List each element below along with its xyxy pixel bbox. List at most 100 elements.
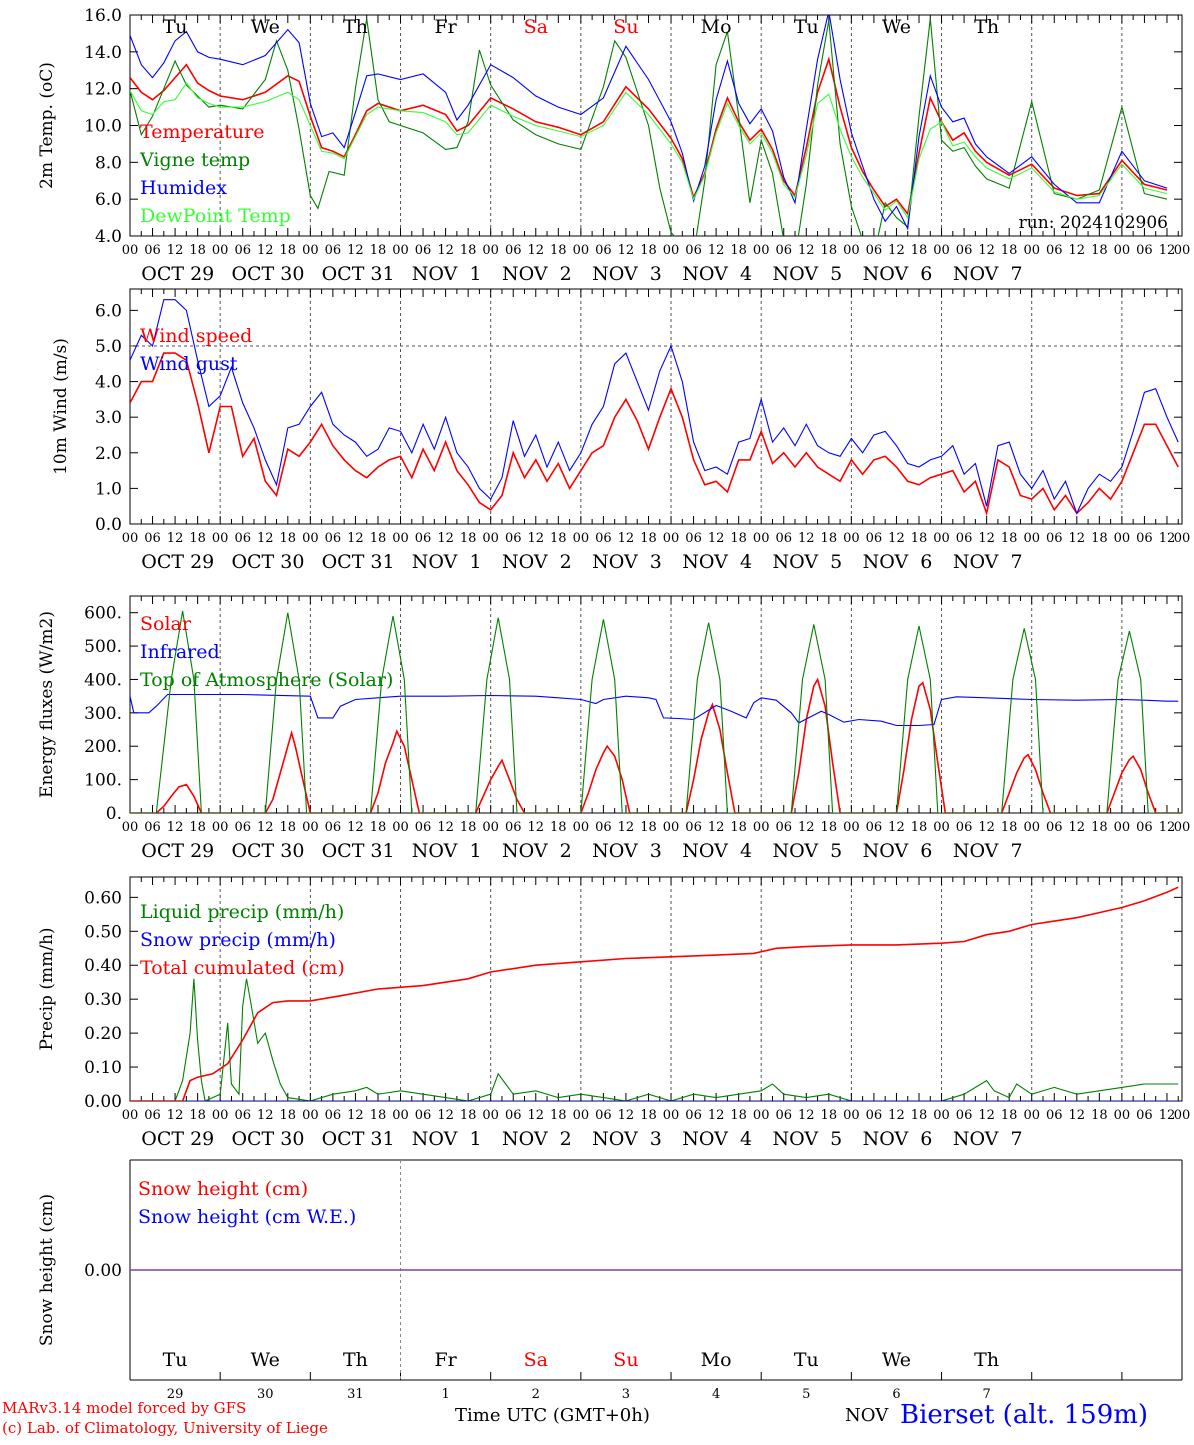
legend-entry: Vigne temp [139,149,250,171]
hour-tick-label: 06 [505,820,522,835]
hour-tick-label: 06 [775,820,792,835]
y-tick-label: 4.0 [95,373,122,393]
hour-tick-label: 12 [1159,820,1176,835]
weekday-label: We [882,16,911,38]
hour-tick-label: 18 [370,820,387,835]
y-tick-label: 0.20 [84,1024,122,1044]
series-line-wind-gust [130,299,1179,515]
hour-tick-label: 12 [257,820,274,835]
date-label: NOV 3 [592,551,662,573]
hour-tick-label: 12 [1159,243,1176,258]
date-label: NOV 6 [863,551,933,573]
hour-tick-label: 06 [1136,531,1153,546]
y-axis-title: Energy fluxes (W/m2) [37,611,57,798]
hour-tick-label: 18 [730,820,747,835]
hour-tick-label: 18 [1091,1108,1108,1123]
hour-tick-label: 18 [280,243,297,258]
weekday-label: Sa [524,1349,548,1371]
weekday-label: Tu [794,1349,819,1371]
hour-tick-label: 12 [437,531,454,546]
weekday-label: Tu [163,16,188,38]
hour-tick-label: 00 [482,243,499,258]
hour-tick-label: 00 [753,243,770,258]
y-tick-label: 0.0 [95,515,122,535]
legend-entry: DewPoint Temp [140,205,291,227]
hour-tick-label: 06 [325,820,342,835]
legend-entry: Temperature [140,121,264,143]
hour-tick-label: 06 [595,531,612,546]
hour-tick-label: 12 [167,531,184,546]
hour-tick-label: 00 [302,820,319,835]
hour-tick-label: 06 [415,243,432,258]
hour-tick-label: 00 [573,531,590,546]
date-label: NOV 4 [682,263,752,285]
hour-tick-label: 06 [144,1108,161,1123]
hour-tick-label: 00 [302,1108,319,1123]
hour-tick-label: 12 [437,243,454,258]
hour-tick-label: 06 [144,820,161,835]
date-label: NOV 4 [682,551,752,573]
date-label: NOV 7 [953,840,1023,862]
date-label: OCT 31 [322,1128,395,1150]
hour-tick-label: 12 [527,1108,544,1123]
day-number-label: 2 [532,1387,540,1402]
hour-tick-label: 12 [708,820,725,835]
date-label: NOV 6 [863,263,933,285]
date-label: NOV 1 [412,840,482,862]
hour-tick-label: 12 [978,820,995,835]
weekday-label: We [251,16,280,38]
date-label: NOV 1 [412,1128,482,1150]
hour-tick-label: 12 [437,1108,454,1123]
date-label: OCT 30 [231,551,304,573]
hour-tick-label: 12 [888,820,905,835]
hour-tick-label: 18 [911,1108,928,1123]
hour-tick-label: 06 [685,243,702,258]
y-tick-label: 2.0 [95,444,122,464]
y-axis-title: Precip (mm/h) [37,927,57,1050]
hour-tick-label: 18 [911,243,928,258]
date-label: NOV 6 [863,1128,933,1150]
date-label: OCT 29 [141,263,214,285]
y-tick-label: 300. [84,704,122,724]
hour-tick-label: 00 [1114,1108,1131,1123]
hour-tick-label: 12 [527,531,544,546]
hour-tick-label: 06 [956,820,973,835]
hour-tick-label: 00 [392,243,409,258]
hour-tick-label: 06 [415,820,432,835]
series-line-total-cumulated-cm- [130,886,1179,1101]
hour-tick-label: 06 [595,243,612,258]
hour-tick-label: 12 [618,820,635,835]
day-number-label: 5 [802,1387,810,1402]
hour-tick-label: 06 [595,1108,612,1123]
hour-tick-label: 12 [1069,243,1086,258]
hour-tick-label: 12 [167,243,184,258]
date-label: NOV 2 [502,1128,572,1150]
hour-tick-label: 12 [347,531,364,546]
hour-tick-label: 18 [370,243,387,258]
hour-tick-label: 12 [708,531,725,546]
weekday-label: Su [613,1349,638,1371]
legend-entry: Top of Atmosphere (Solar) [140,669,393,691]
hour-tick-label: 06 [234,243,251,258]
hour-tick-label: 12 [1069,1108,1086,1123]
hour-tick-label: 18 [550,531,567,546]
hour-tick-label: 00 [573,1108,590,1123]
hour-tick-label: 00 [1174,1108,1191,1123]
hour-tick-label: 06 [144,243,161,258]
hour-tick-label: 00 [1023,243,1040,258]
hour-tick-label: 00 [1114,820,1131,835]
hour-tick-label: 12 [347,820,364,835]
y-axis-title: 2m Temp. (oC) [37,62,57,189]
hour-tick-label: 18 [1091,243,1108,258]
hour-tick-label: 00 [302,531,319,546]
hour-tick-label: 06 [234,1108,251,1123]
hour-tick-label: 00 [212,820,229,835]
hour-tick-label: 00 [1174,243,1191,258]
hour-tick-label: 12 [888,1108,905,1123]
hour-tick-label: 12 [798,243,815,258]
hour-tick-label: 06 [775,1108,792,1123]
weekday-label: Fr [434,1349,457,1371]
hour-tick-label: 18 [640,820,657,835]
hour-tick-label: 06 [956,531,973,546]
weekday-label: Th [343,1349,368,1371]
